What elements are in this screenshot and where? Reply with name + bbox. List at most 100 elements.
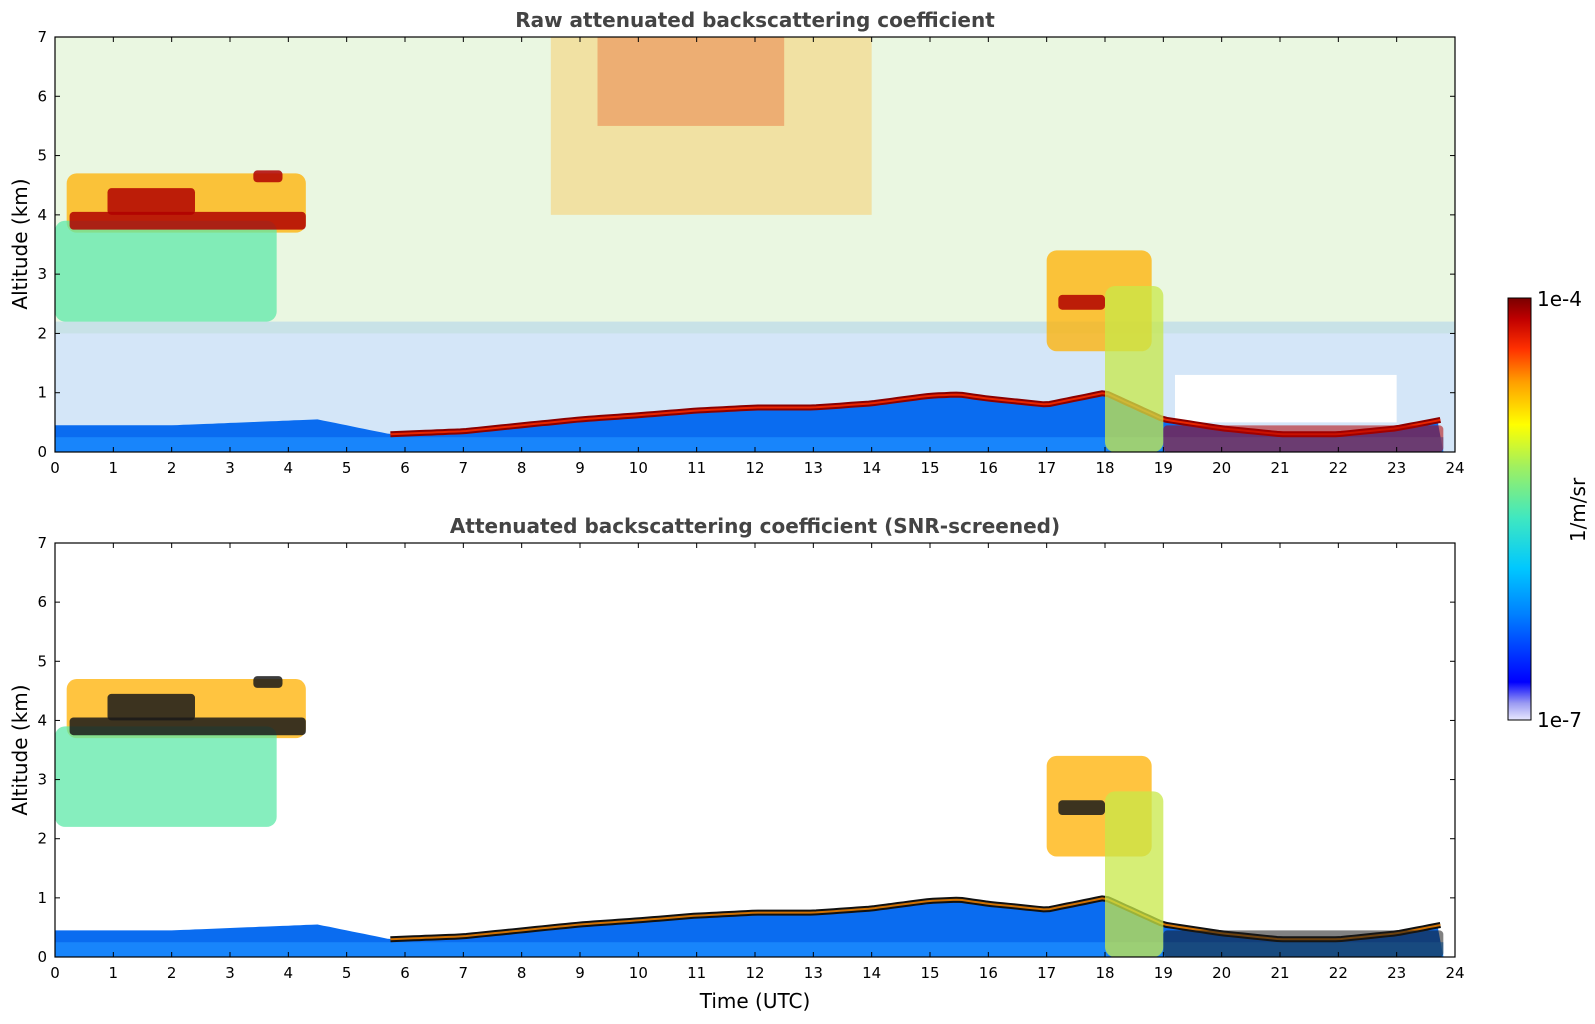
panel2-dense-core-4 [1163,930,1444,957]
panel1-dense-core-1 [107,188,195,215]
panel1-dense-core-4 [1163,425,1444,452]
panel1-clear-region [1175,374,1397,423]
panel1-x-tick-label: 1 [109,459,119,477]
panel2-title: Attenuated backscattering coefficient (S… [450,514,1060,538]
panel2-dense-core-1 [107,693,195,721]
panel2-dense-core-0 [69,717,306,736]
panel2-y-tick-label: 2 [37,830,47,848]
panel2-x-tick-label: 16 [979,964,998,982]
panel1-x-tick-label: 18 [1095,459,1114,477]
panel2-dense-core-3 [1058,800,1105,816]
panel1-y-label: Altitude (km) [8,178,32,309]
panel1-x-tick-label: 7 [459,459,469,477]
panel2-x-tick-label: 13 [804,964,823,982]
panel2-x-tick-label: 12 [745,964,764,982]
panel2-y-tick-label: 7 [37,534,47,552]
panel2-y-tick-label: 5 [37,652,47,670]
colorbar: 1e-4 1e-7 1/m/sr [1507,287,1590,732]
panel1-solar-noise [550,37,872,215]
colorbar-min-label: 1e-7 [1537,708,1582,732]
panel1-y-tick-label: 6 [37,87,47,105]
panel2-x-tick-label: 22 [1329,964,1348,982]
panel2-x-tick-label: 19 [1154,964,1173,982]
panel2-x-tick-label: 24 [1445,964,1464,982]
panel1-x-tick-label: 9 [575,459,585,477]
panel1-plot-area: 0 1 2 3 4 5 6 7 8 9 10 11 12 13 14 15 16 17 18 19 20 21 22 23 24… [37,28,1464,477]
panel1-x-tick-label: 15 [920,459,939,477]
panel2-dense-core-2 [253,676,283,688]
panel1-feature-precipitation-3 [1105,286,1164,452]
panel2-x-tick-label: 1 [109,964,119,982]
panel1-x-tick-label: 21 [1270,459,1289,477]
panel1-x-tick-label: 2 [167,459,177,477]
panel2-x-tick-label: 3 [225,964,235,982]
panel1-solar-noise-core [597,37,785,126]
panel1-y-tick-label: 4 [37,206,47,224]
panel1-boundary-layer [55,392,1444,452]
panel1-title: Raw attenuated backscattering coefficien… [515,8,995,32]
panel1-x-tick-label: 13 [804,459,823,477]
panel2-feature-virga-1 [55,726,277,827]
panel1-dense-core-0 [69,211,306,230]
panel2-y-label: Altitude (km) [8,684,32,815]
panel2-x-tick-label: 5 [342,964,352,982]
panel2-x-tick-label: 15 [920,964,939,982]
colorbar-max-label: 1e-4 [1537,287,1582,311]
panel2-x-tick-label: 4 [284,964,294,982]
panel2-y-tick-label: 4 [37,711,47,729]
colorbar-unit-label: 1/m/sr [1566,477,1590,542]
panel1-x-tick-label: 16 [979,459,998,477]
panel2-x-tick-label: 6 [400,964,410,982]
panel2-x-tick-label: 20 [1212,964,1231,982]
panel2-x-tick-label: 10 [629,964,648,982]
panel1-x-tick-label: 10 [629,459,648,477]
panel1-x-axis: 0 1 2 3 4 5 6 7 8 9 10 11 12 13 14 15 16 17 18 19 20 21 22 23 24 [50,37,1465,477]
panel1-x-tick-label: 23 [1387,459,1406,477]
panel2-background [55,543,1455,957]
panel2-x-tick-label: 23 [1387,964,1406,982]
panel1-x-tick-label: 24 [1445,459,1464,477]
panel2-x-tick-label: 0 [50,964,60,982]
panel1-dense-core-2 [253,170,283,183]
panel2-y-tick-label: 6 [37,593,47,611]
panel1-y-tick-label: 0 [37,443,47,461]
panel1-x-tick-label: 3 [225,459,235,477]
panel2-x-label: Time (UTC) [699,989,811,1013]
panel1-x-tick-label: 6 [400,459,410,477]
panel1-y-tick-label: 3 [37,265,47,283]
panel1-feature-virga-1 [55,220,277,322]
panel2-feature-precipitation-3 [1105,791,1164,957]
panel2-x-tick-label: 21 [1270,964,1289,982]
panel1-x-tick-label: 11 [687,459,706,477]
panel2-plot-area: 0 1 2 3 4 5 6 7 8 9 10 11 12 13 14 15 16 17 18 19 20 21 22 23 24… [37,534,1464,982]
panel1-y-axis: 0 1 2 3 4 5 6 7 [37,28,1455,461]
panel2-x-tick-label: 8 [517,964,527,982]
panel2-y-axis: 0 1 2 3 4 5 6 7 [37,534,1455,966]
panel2-near-surface [55,942,1444,957]
panel1-dense-core-3 [1058,294,1105,310]
panel1-y-tick-label: 5 [37,147,47,165]
panel1-near-surface [55,437,1444,452]
panel1-x-tick-label: 17 [1037,459,1056,477]
panel1-x-tick-label: 20 [1212,459,1231,477]
panel2-x-tick-label: 2 [167,964,177,982]
panel1-y-tick-label: 7 [37,28,47,46]
panel1-y-tick-label: 1 [37,384,47,402]
panel2-x-tick-label: 17 [1037,964,1056,982]
panel2-x-tick-label: 9 [575,964,585,982]
panel1-y-tick-label: 2 [37,324,47,342]
panel1-x-tick-label: 0 [50,459,60,477]
panel2-x-axis: 0 1 2 3 4 5 6 7 8 9 10 11 12 13 14 15 16 17 18 19 20 21 22 23 24 [50,543,1465,982]
panel1-x-tick-label: 12 [745,459,764,477]
panel2-y-tick-label: 0 [37,948,47,966]
panel1-x-tick-label: 22 [1329,459,1348,477]
panel1-x-tick-label: 19 [1154,459,1173,477]
panel1-x-tick-label: 5 [342,459,352,477]
panel2-x-tick-label: 18 [1095,964,1114,982]
panel2-x-tick-label: 7 [459,964,469,982]
panel2-x-tick-label: 14 [862,964,881,982]
panel2-x-tick-label: 11 [687,964,706,982]
panel1-x-tick-label: 4 [284,459,294,477]
